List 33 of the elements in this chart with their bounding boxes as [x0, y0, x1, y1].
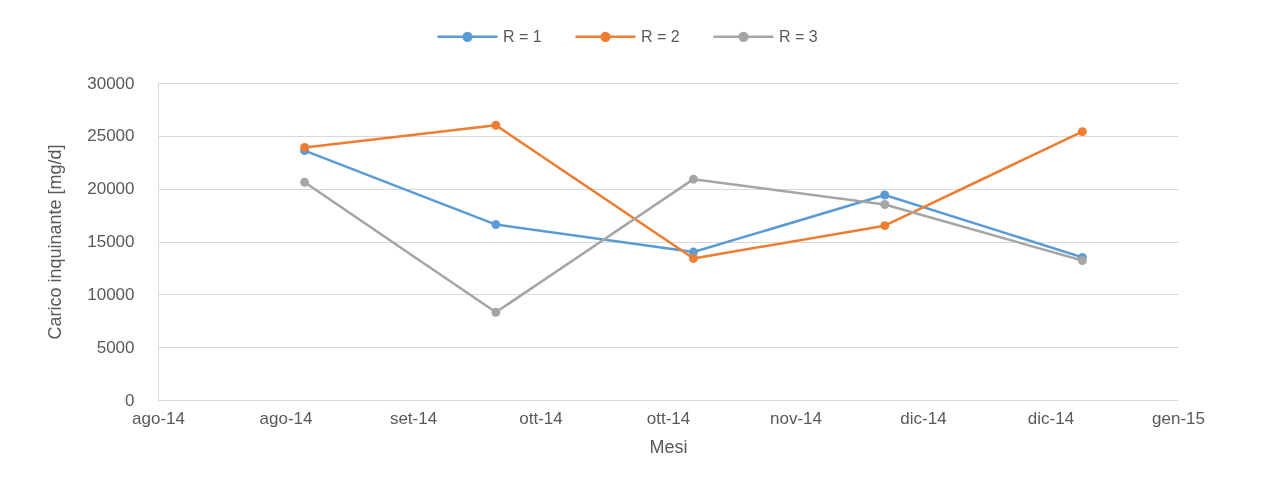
- x-axis-title: Mesi: [649, 436, 688, 457]
- x-tick-label: gen-15: [1152, 408, 1205, 428]
- y-tick-label: 10000: [87, 284, 135, 304]
- point: [491, 120, 501, 130]
- x-tick-label: dic-14: [1027, 408, 1075, 428]
- point: [491, 307, 501, 317]
- point: [300, 142, 310, 152]
- x-tick-label: nov-14: [770, 408, 822, 428]
- point: [1077, 256, 1087, 265]
- x-tick-label: ago-14: [132, 408, 185, 428]
- y-axis-title: Carico inquinante [mg/d]: [45, 144, 66, 340]
- x-tick-label: set-14: [389, 408, 438, 428]
- legend-label: R = 2: [641, 27, 680, 45]
- point: [689, 174, 698, 184]
- x-tick-label: ago-14: [259, 408, 313, 428]
- y-tick-label: 5000: [96, 337, 135, 357]
- point: [880, 221, 890, 231]
- y-tick-label: 0: [125, 390, 135, 410]
- point: [689, 253, 698, 263]
- legend-label: R = 1: [503, 27, 542, 45]
- point: [1077, 127, 1087, 137]
- y-tick-label: 30000: [87, 73, 135, 93]
- y-tick-label: 25000: [87, 126, 135, 146]
- legend-label: R = 3: [779, 27, 818, 45]
- point: [300, 177, 310, 187]
- point: [491, 220, 501, 230]
- x-tick-label: ott-14: [646, 408, 691, 428]
- x-tick-label: dic-14: [900, 408, 947, 428]
- x-tick-label: ott-14: [519, 408, 563, 428]
- y-tick-label: 15000: [87, 232, 135, 251]
- point: [880, 190, 890, 200]
- point: [880, 200, 890, 209]
- y-tick-label: 20000: [87, 179, 135, 199]
